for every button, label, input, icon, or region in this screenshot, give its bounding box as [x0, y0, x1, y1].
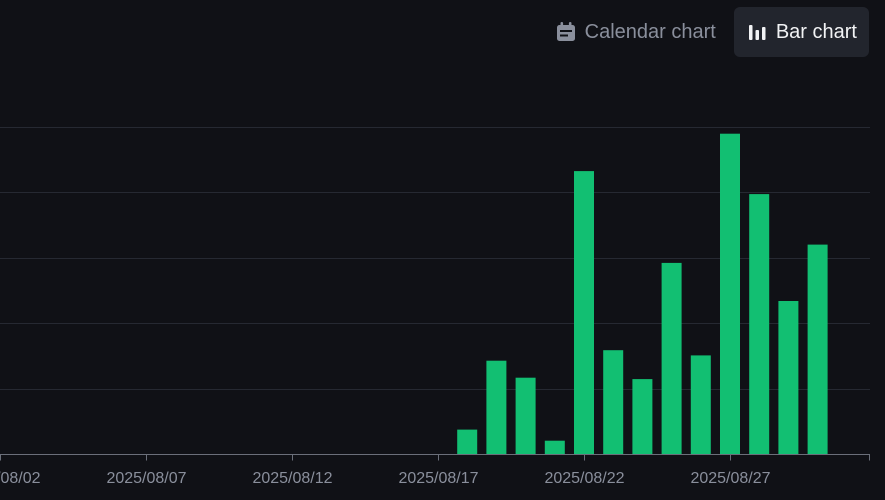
x-tick-label: 2025/08/02: [0, 470, 41, 487]
bar: [515, 377, 536, 455]
calendar-icon: [555, 21, 577, 43]
bar: [603, 350, 624, 455]
bars: [457, 133, 828, 455]
bar-chart-button[interactable]: Bar chart: [733, 7, 869, 57]
bar-chart-label: Bar chart: [775, 20, 857, 43]
x-axis-ticks: 2025/08/02 2025/08/07 2025/08/12 2025/08/17…: [0, 454, 870, 487]
x-tick-label: 2025/08/22: [544, 470, 624, 487]
bar: [661, 262, 682, 455]
x-tick-label: 2025/08/07: [106, 470, 186, 487]
bar: [778, 301, 799, 455]
chart-view-toggle: Calendar chart Bar chart: [543, 7, 869, 57]
x-tick-label: 2025/08/27: [690, 470, 770, 487]
bar: [749, 194, 770, 455]
bar: [690, 355, 711, 455]
bar: [457, 429, 478, 455]
x-tick-label: 2025/08/17: [398, 470, 478, 487]
bar: [544, 440, 565, 455]
calendar-chart-label: Calendar chart: [584, 20, 716, 43]
bar: [632, 379, 653, 455]
bar: [720, 133, 740, 455]
bar: [574, 171, 594, 455]
bar: [807, 244, 828, 455]
bar-chart-icon: [746, 21, 768, 43]
bar: [486, 360, 507, 455]
calendar-chart-button[interactable]: Calendar chart: [543, 7, 728, 57]
x-tick-label: 2025/08/12: [252, 470, 332, 487]
